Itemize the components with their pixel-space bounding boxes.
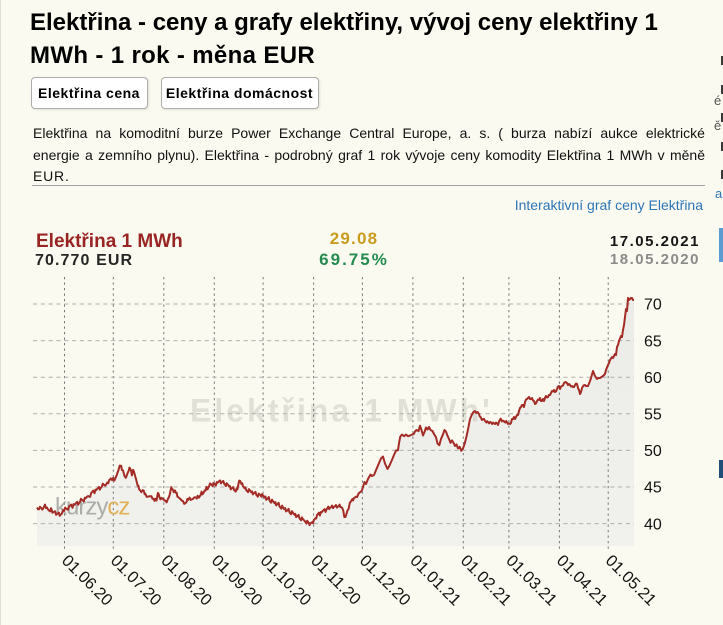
svg-text:70: 70 [644, 297, 662, 314]
svg-text:01.01.21: 01.01.21 [406, 552, 464, 610]
svg-text:01.12.20: 01.12.20 [356, 552, 414, 610]
svg-text:01.05.21: 01.05.21 [602, 552, 660, 610]
svg-text:60: 60 [644, 370, 662, 387]
svg-text:50: 50 [644, 443, 662, 460]
svg-text:01.10.20: 01.10.20 [257, 552, 315, 610]
svg-text:01.08.20: 01.08.20 [157, 552, 215, 610]
svg-text:45: 45 [644, 480, 662, 497]
svg-text:65: 65 [644, 333, 662, 350]
svg-text:kurzycz: kurzycz [55, 494, 129, 521]
svg-text:01.11.20: 01.11.20 [307, 552, 364, 609]
svg-text:55: 55 [644, 407, 662, 424]
svg-text:01.04.21: 01.04.21 [553, 552, 611, 610]
svg-text:01.07.20: 01.07.20 [107, 552, 165, 610]
svg-text:01.06.20: 01.06.20 [58, 552, 116, 610]
svg-text:40: 40 [644, 516, 662, 533]
svg-text:01.03.21: 01.03.21 [502, 552, 560, 610]
svg-text:Elektřina 1 MWh': Elektřina 1 MWh' [190, 393, 493, 429]
svg-text:01.09.20: 01.09.20 [208, 552, 266, 610]
